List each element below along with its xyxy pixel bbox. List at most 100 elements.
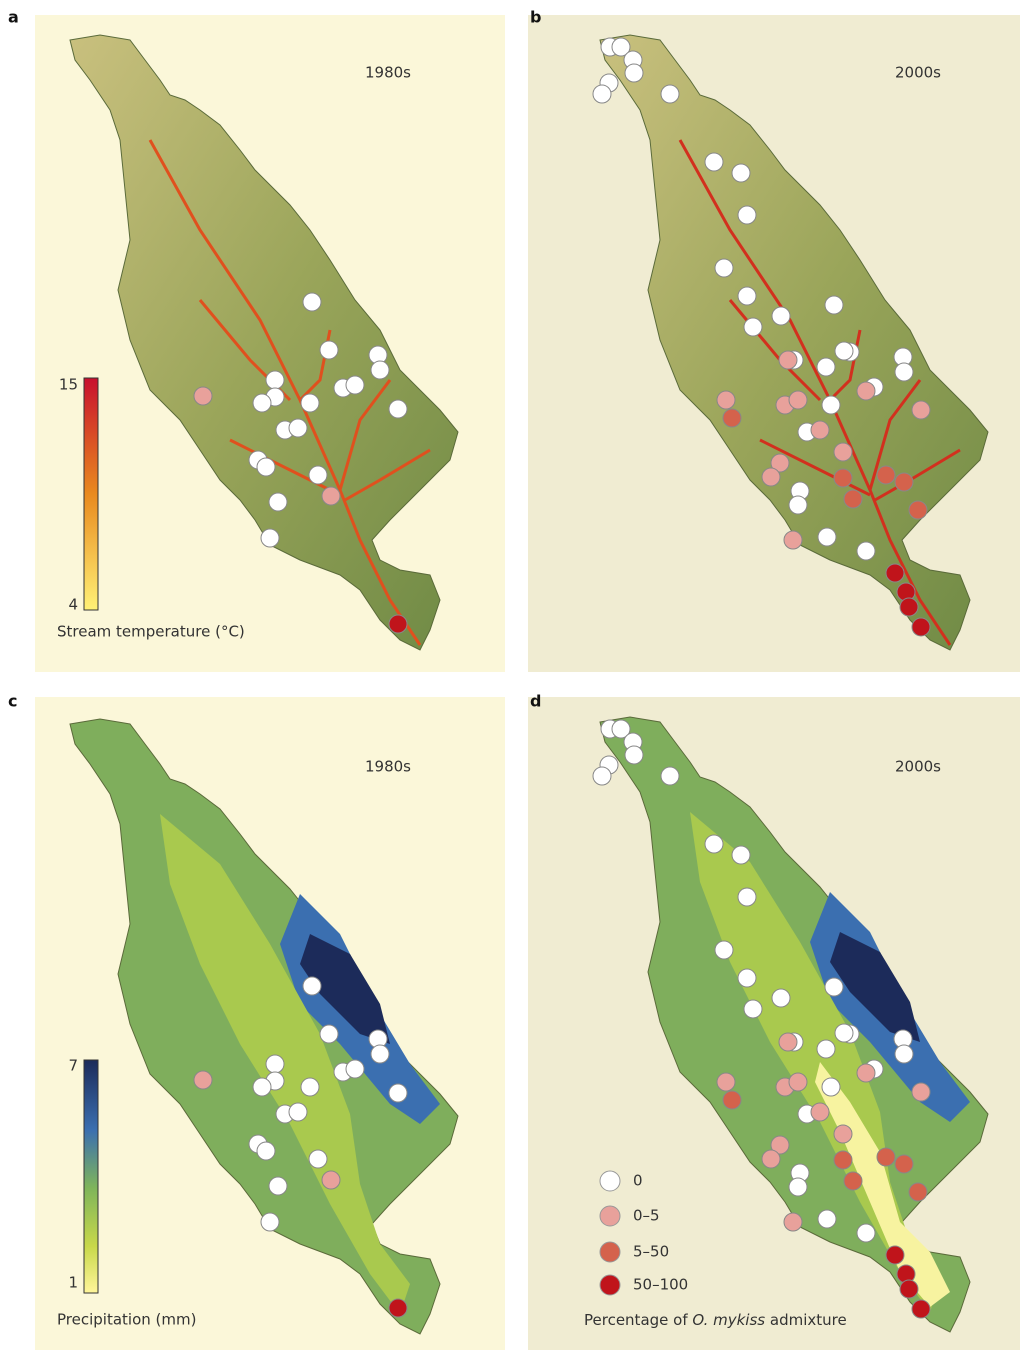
site-marker <box>266 371 284 389</box>
site-marker <box>371 1045 389 1063</box>
site-marker <box>857 382 875 400</box>
site-marker <box>715 259 733 277</box>
site-marker <box>900 598 918 616</box>
site-marker <box>834 1151 852 1169</box>
site-marker <box>322 1171 340 1189</box>
site-marker <box>266 1055 284 1073</box>
site-marker <box>909 501 927 519</box>
site-marker <box>811 1103 829 1121</box>
site-marker <box>346 376 364 394</box>
site-marker <box>784 1213 802 1231</box>
site-marker <box>257 1142 275 1160</box>
site-marker <box>789 391 807 409</box>
site-marker <box>625 64 643 82</box>
site-marker <box>715 941 733 959</box>
colorbar-label: Stream temperature (°C) <box>57 623 245 641</box>
site-marker <box>857 1224 875 1242</box>
site-marker <box>257 458 275 476</box>
site-marker <box>825 978 843 996</box>
legend-label: 0–5 <box>633 1207 660 1225</box>
site-marker <box>912 401 930 419</box>
site-marker <box>289 1103 307 1121</box>
period-label: 1980s <box>365 758 411 776</box>
site-marker <box>762 468 780 486</box>
site-marker <box>309 466 327 484</box>
site-marker <box>912 1083 930 1101</box>
site-marker <box>895 1045 913 1063</box>
legend-label: 5–50 <box>633 1243 669 1261</box>
legend-title-species: O. mykiss <box>692 1311 765 1329</box>
site-marker <box>738 206 756 224</box>
site-marker <box>818 528 836 546</box>
legend-swatch <box>600 1206 620 1226</box>
colorbar-max: 7 <box>68 1057 78 1075</box>
site-marker <box>779 351 797 369</box>
site-marker <box>320 1025 338 1043</box>
site-marker <box>732 164 750 182</box>
precipitation-colorbar <box>84 1060 98 1293</box>
site-marker <box>593 85 611 103</box>
site-marker <box>844 490 862 508</box>
site-marker <box>822 1078 840 1096</box>
site-marker <box>772 307 790 325</box>
site-marker <box>705 835 723 853</box>
site-marker <box>877 466 895 484</box>
site-marker <box>289 419 307 437</box>
site-marker <box>320 341 338 359</box>
site-marker <box>593 767 611 785</box>
site-marker <box>895 473 913 491</box>
site-marker <box>723 1091 741 1109</box>
site-marker <box>909 1183 927 1201</box>
period-label: 2000s <box>895 758 941 776</box>
legend-swatch <box>600 1275 620 1295</box>
site-marker <box>705 153 723 171</box>
site-marker <box>857 542 875 560</box>
colorbar-min: 1 <box>68 1274 78 1292</box>
site-marker <box>789 1073 807 1091</box>
site-marker <box>825 296 843 314</box>
legend-title-part: admixture <box>765 1311 847 1329</box>
colorbar-min: 4 <box>68 596 78 614</box>
site-marker <box>817 1040 835 1058</box>
site-marker <box>309 1150 327 1168</box>
panel-letter: c <box>8 692 17 711</box>
legend-label: 0 <box>633 1172 643 1190</box>
site-marker <box>717 391 735 409</box>
site-marker <box>822 396 840 414</box>
site-marker <box>253 394 271 412</box>
site-marker <box>303 293 321 311</box>
period-label: 2000s <box>895 64 941 82</box>
site-marker <box>371 361 389 379</box>
site-marker <box>738 888 756 906</box>
site-marker <box>261 1213 279 1231</box>
site-marker <box>738 287 756 305</box>
site-marker <box>389 1299 407 1317</box>
site-marker <box>269 1177 287 1195</box>
site-marker <box>744 1000 762 1018</box>
site-marker <box>301 394 319 412</box>
site-marker <box>194 1071 212 1089</box>
site-marker <box>789 496 807 514</box>
site-marker <box>817 358 835 376</box>
legend-label: 50–100 <box>633 1276 688 1294</box>
figure: a b c d 1980s 2000s 1980s 2000s 15 4 Str… <box>0 0 1021 1353</box>
site-marker <box>811 421 829 439</box>
site-marker <box>322 487 340 505</box>
site-marker <box>895 363 913 381</box>
site-marker <box>844 1172 862 1190</box>
legend-title: Percentage of O. mykiss admixture <box>584 1311 847 1329</box>
site-marker <box>900 1280 918 1298</box>
site-marker <box>301 1078 319 1096</box>
legend-swatch <box>600 1242 620 1262</box>
site-marker <box>789 1178 807 1196</box>
site-marker <box>389 1084 407 1102</box>
panel-letter: a <box>8 8 19 27</box>
site-marker <box>269 493 287 511</box>
site-marker <box>784 531 802 549</box>
legend-swatch <box>600 1171 620 1191</box>
site-marker <box>253 1078 271 1096</box>
site-marker <box>661 85 679 103</box>
site-marker <box>744 318 762 336</box>
site-marker <box>723 409 741 427</box>
site-marker <box>912 1300 930 1318</box>
